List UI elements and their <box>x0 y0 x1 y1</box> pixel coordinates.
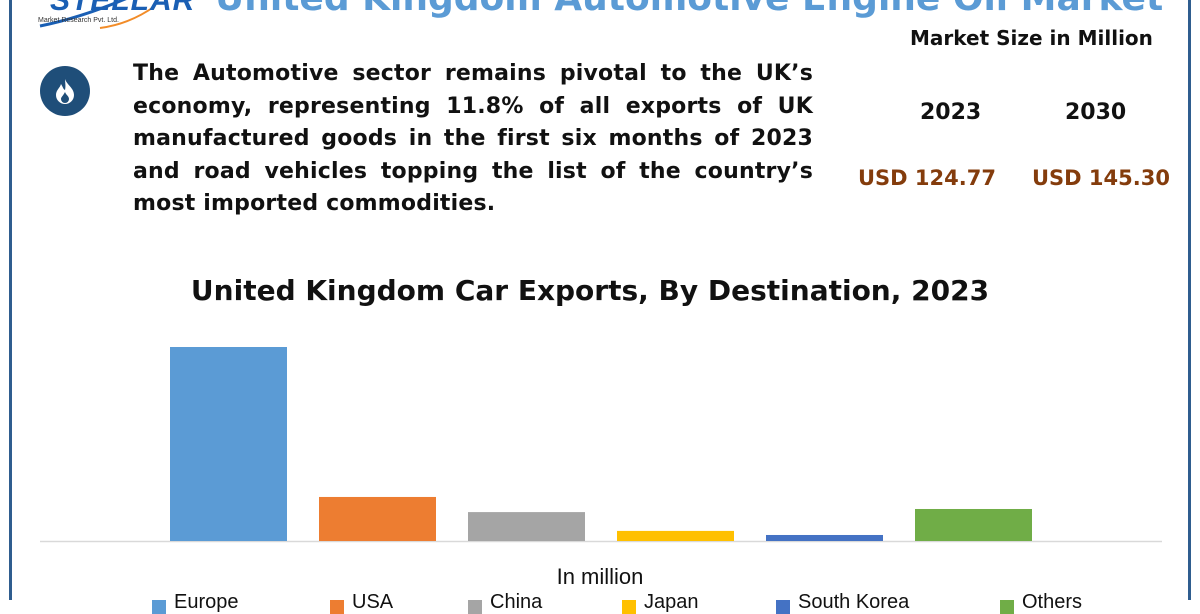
legend-item: Japan <box>622 590 699 614</box>
intro-text: The Automotive sector remains pivotal to… <box>133 61 813 216</box>
legend-label: Japan <box>644 590 699 613</box>
legend-item: South Korea <box>776 590 909 614</box>
legend-item: Others <box>1000 590 1082 614</box>
legend-item: Europe <box>152 590 239 614</box>
bar-south-korea <box>766 534 883 541</box>
logo-swoosh-icon <box>39 0 156 29</box>
year-2023: 2023 <box>920 100 982 125</box>
bar-china <box>468 512 585 541</box>
legend-item: USA <box>330 590 393 614</box>
legend-swatch <box>152 600 166 614</box>
legend-swatch <box>468 600 482 614</box>
bar-japan <box>617 530 734 541</box>
legend-swatch <box>622 600 636 614</box>
legend-label: Europe <box>174 590 239 613</box>
logo-text: STELLAR <box>50 0 196 17</box>
bar-europe <box>170 347 287 541</box>
chart-title: United Kingdom Car Exports, By Destinati… <box>190 274 990 307</box>
page-title: United Kingdom Automotive Engine Oil Mar… <box>215 0 1163 19</box>
legend-label: China <box>490 590 543 613</box>
x-axis-label: In million <box>556 564 644 589</box>
legend-label: USA <box>352 590 394 613</box>
legend-label: Others <box>1022 590 1083 613</box>
year-2030: 2030 <box>1065 100 1127 125</box>
value-2023: USD 124.77 <box>858 166 996 190</box>
legend-swatch <box>330 600 344 614</box>
legend-item: China <box>468 590 542 614</box>
bar-chart <box>40 347 1162 543</box>
bar-usa <box>319 496 436 541</box>
right-border <box>1188 0 1191 600</box>
legend-label: South Korea <box>798 590 910 613</box>
market-size-title: Market Size in Million <box>910 26 1153 50</box>
bar-others <box>915 508 1032 541</box>
legend-swatch <box>776 600 790 614</box>
value-2030: USD 145.30 <box>1032 166 1170 190</box>
flame-icon <box>40 66 90 116</box>
left-border <box>9 0 12 600</box>
logo-subtext: Market Research Pvt. Ltd. <box>38 17 119 24</box>
legend-swatch <box>1000 600 1014 614</box>
